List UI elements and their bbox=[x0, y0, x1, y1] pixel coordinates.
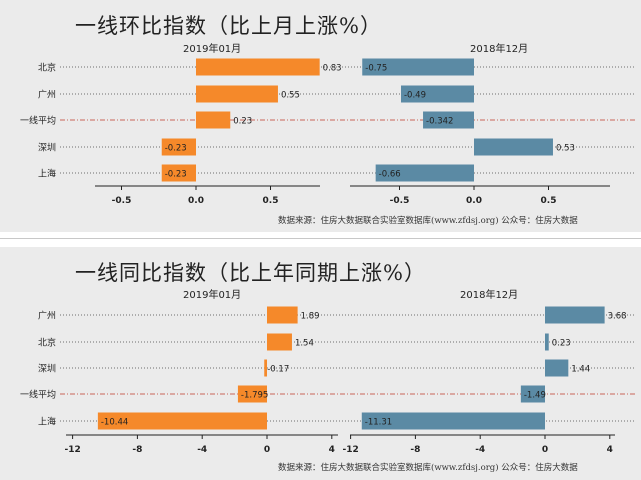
yoy-bar-1-4 bbox=[361, 412, 545, 430]
mom-x-tick-label-1-1: 0.0 bbox=[466, 196, 482, 206]
mom-chart-panel: 一线环比指数（比上月上涨%） 2019年01月 2018年12月 数据来源：住房… bbox=[0, 0, 641, 232]
yoy-source-note: 数据来源：住房大数据联合实验室数据库(www.zfdsj.org) 公众号：住房… bbox=[278, 463, 578, 473]
yoy-bar-1-1 bbox=[545, 333, 549, 351]
yoy-x-tick-label-0-0: -12 bbox=[64, 445, 80, 455]
mom-data-label-0-3: -0.23 bbox=[165, 144, 187, 154]
section-divider bbox=[0, 238, 641, 241]
mom-bar-1-1 bbox=[400, 85, 474, 103]
yoy-right-panel-title: 2018年12月 bbox=[460, 290, 519, 301]
mom-x-tick-label-0-2: 0.5 bbox=[263, 196, 279, 206]
yoy-x-tick-label-1-4: 4 bbox=[607, 445, 613, 455]
mom-bar-0-1 bbox=[196, 85, 278, 103]
mom-category-label-2: 一线平均 bbox=[20, 115, 56, 127]
mom-x-tick-label-0-1: 0.0 bbox=[188, 196, 204, 206]
mom-chart-title: 一线环比指数（比上月上涨%） bbox=[75, 14, 382, 38]
yoy-x-tick-label-1-0: -12 bbox=[342, 445, 358, 455]
mom-category-label-4: 上海 bbox=[38, 168, 56, 180]
mom-data-label-0-1: 0.55 bbox=[281, 91, 300, 101]
mom-bar-0-3 bbox=[161, 138, 196, 156]
mom-bar-0-4 bbox=[161, 164, 196, 182]
yoy-bar-1-2 bbox=[545, 359, 569, 377]
yoy-data-label-0-3: -1.795 bbox=[241, 391, 268, 401]
mom-category-label-1: 广州 bbox=[38, 89, 56, 101]
mom-x-tick-label-1-2: 0.5 bbox=[541, 196, 557, 206]
yoy-data-label-1-3: -1.49 bbox=[524, 391, 546, 401]
yoy-category-label-4: 上海 bbox=[38, 416, 56, 428]
mom-bar-0-2 bbox=[196, 111, 231, 129]
mom-bar-0-0 bbox=[196, 58, 320, 76]
yoy-bar-1-3 bbox=[520, 385, 545, 403]
mom-category-label-0: 北京 bbox=[38, 62, 56, 74]
yoy-bar-0-4 bbox=[97, 412, 267, 430]
yoy-x-tick-label-1-2: -4 bbox=[475, 445, 485, 455]
mom-right-panel-title: 2018年12月 bbox=[470, 44, 529, 55]
mom-data-label-0-0: 0.83 bbox=[323, 64, 342, 74]
yoy-x-tick-label-1-3: 0 bbox=[542, 445, 548, 455]
yoy-x-tick-label-0-4: 4 bbox=[329, 445, 335, 455]
yoy-data-label-1-4: -11.31 bbox=[365, 418, 392, 428]
yoy-bar-1-0 bbox=[545, 306, 605, 324]
yoy-x-tick-label-0-1: -8 bbox=[132, 445, 142, 455]
yoy-x-tick-label-0-2: -4 bbox=[197, 445, 207, 455]
yoy-data-label-0-0: 1.89 bbox=[301, 312, 320, 322]
mom-data-label-1-4: -0.66 bbox=[379, 170, 401, 180]
mom-data-label-1-2: -0.342 bbox=[426, 117, 453, 127]
yoy-category-label-2: 深圳 bbox=[38, 364, 56, 375]
yoy-bar-0-0 bbox=[267, 306, 298, 324]
yoy-x-tick-label-1-1: -8 bbox=[410, 445, 420, 455]
mom-data-label-1-3: 0.53 bbox=[556, 144, 575, 154]
mom-data-label-0-2: 0.23 bbox=[233, 117, 252, 127]
mom-data-label-0-4: -0.23 bbox=[165, 170, 187, 180]
yoy-category-label-0: 广州 bbox=[38, 310, 56, 322]
yoy-data-label-0-2: -0.17 bbox=[267, 365, 289, 375]
yoy-left-panel-title: 2019年01月 bbox=[183, 290, 242, 301]
yoy-chart-panel: 一线同比指数（比上年同期上涨%） 2019年01月 2018年12月 数据来源：… bbox=[0, 247, 641, 480]
yoy-data-label-1-1: 0.23 bbox=[552, 339, 571, 349]
mom-category-label-3: 深圳 bbox=[38, 143, 56, 154]
yoy-category-label-1: 北京 bbox=[38, 337, 56, 349]
yoy-bar-0-2 bbox=[264, 359, 267, 377]
mom-x-tick-label-1-0: -0.5 bbox=[390, 196, 410, 206]
yoy-data-label-0-4: -10.44 bbox=[101, 418, 128, 428]
mom-bar-1-4 bbox=[375, 164, 474, 182]
yoy-category-label-3: 一线平均 bbox=[20, 389, 56, 401]
yoy-bar-0-3 bbox=[237, 385, 267, 403]
mom-bar-1-0 bbox=[362, 58, 474, 76]
mom-bar-1-2 bbox=[423, 111, 474, 129]
yoy-data-label-1-2: 1.44 bbox=[571, 365, 590, 375]
yoy-chart-title: 一线同比指数（比上年同期上涨%） bbox=[75, 261, 426, 285]
mom-left-panel-title: 2019年01月 bbox=[183, 44, 242, 55]
yoy-data-label-1-0: 3.68 bbox=[608, 312, 627, 322]
mom-data-label-1-1: -0.49 bbox=[404, 91, 426, 101]
mom-bar-1-3 bbox=[474, 138, 553, 156]
yoy-data-label-0-1: 1.54 bbox=[295, 339, 314, 349]
mom-data-label-1-0: -0.75 bbox=[365, 64, 387, 74]
yoy-x-tick-label-0-3: 0 bbox=[264, 445, 270, 455]
mom-x-tick-label-0-0: -0.5 bbox=[112, 196, 132, 206]
mom-source-note: 数据来源：住房大数据联合实验室数据库(www.zfdsj.org) 公众号：住房… bbox=[278, 216, 578, 226]
yoy-bar-0-1 bbox=[267, 333, 292, 351]
